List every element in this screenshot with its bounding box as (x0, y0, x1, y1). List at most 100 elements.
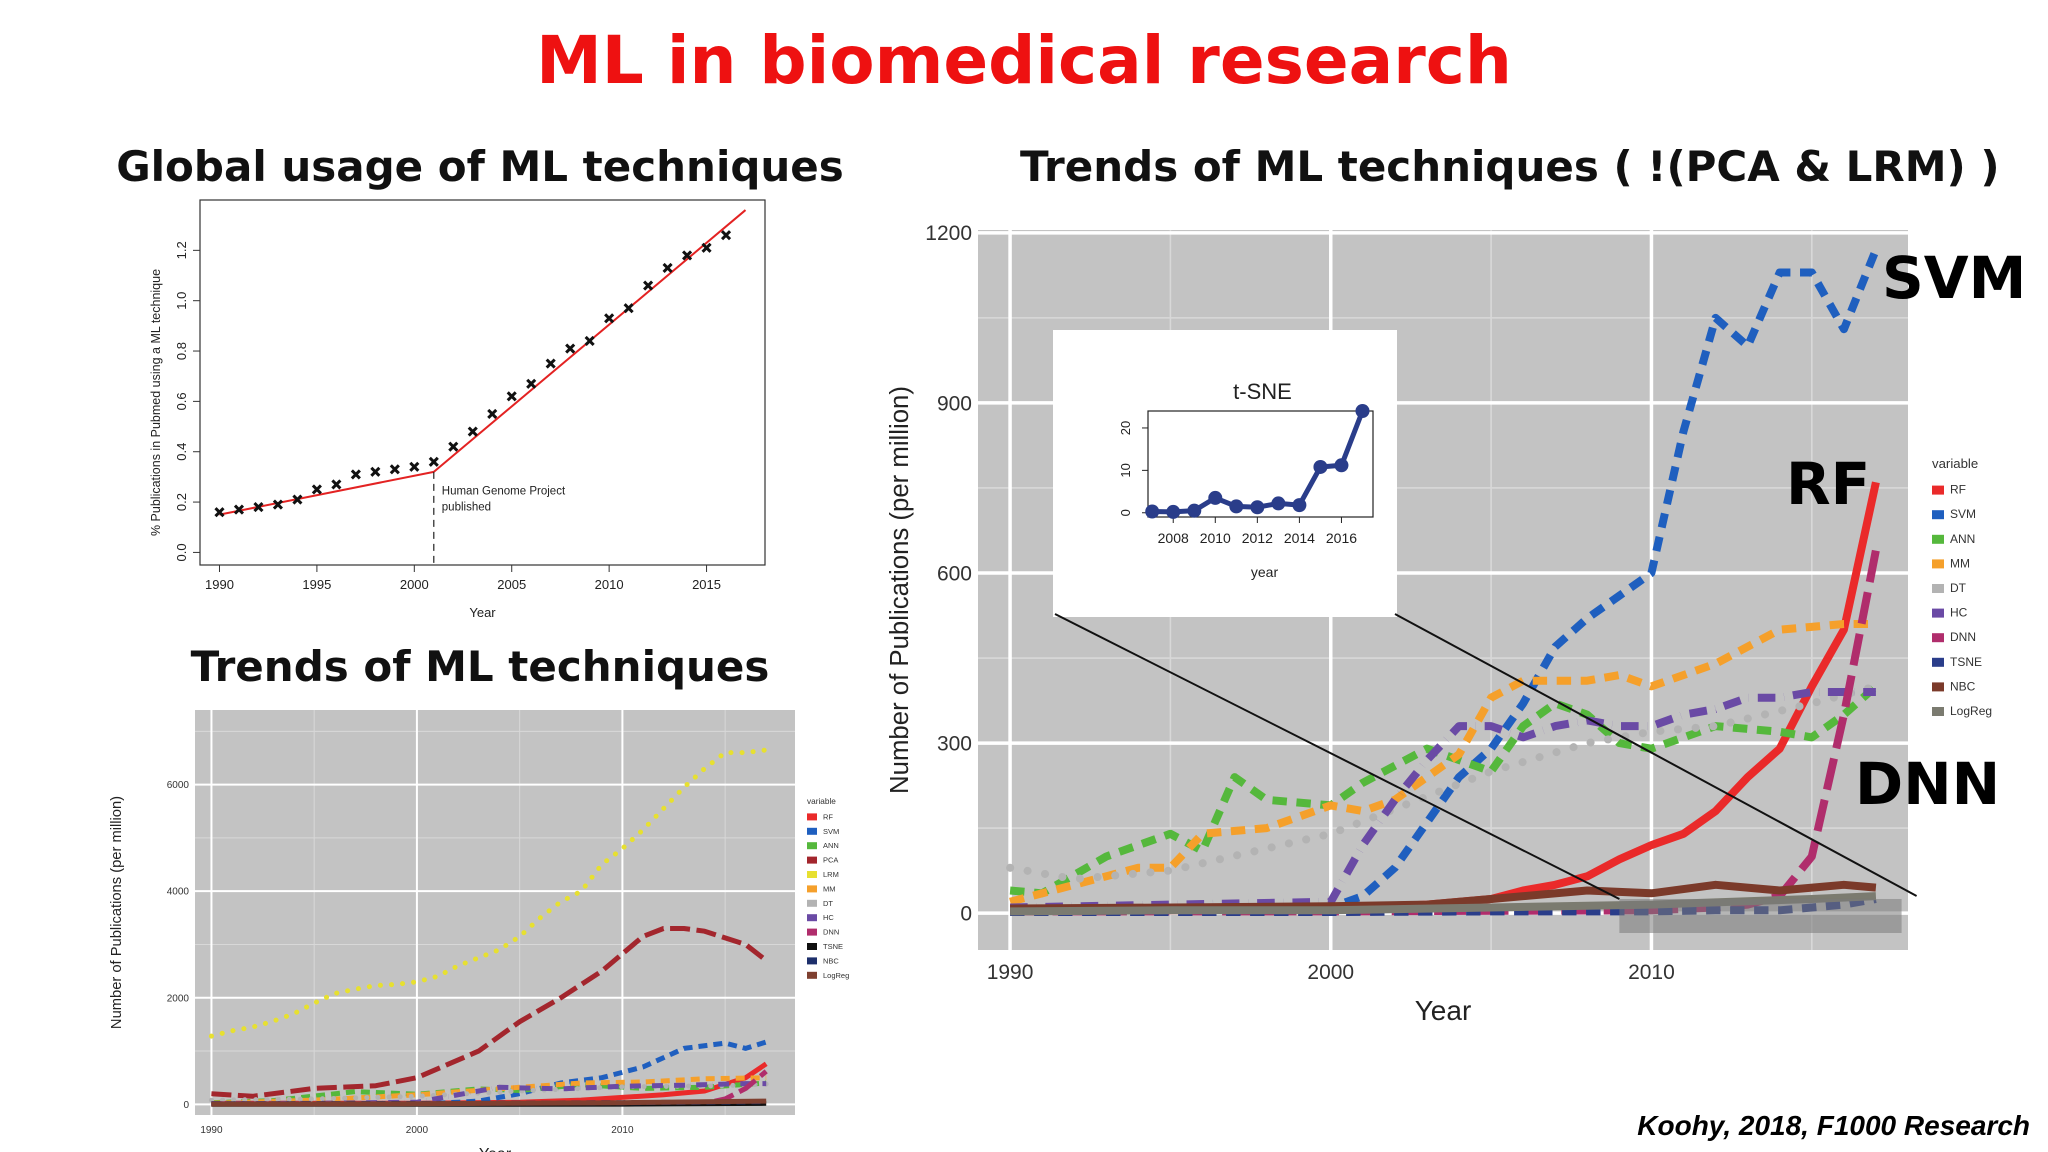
data-point (253, 502, 264, 513)
series-line-dt (1006, 682, 1880, 884)
y-axis-label: Number of Publications (per million) (886, 386, 914, 794)
x-tick-label: 2000 (400, 577, 429, 592)
y-tick-label: 2000 (167, 993, 190, 1004)
series-line-ann (1009, 683, 1879, 898)
data-point (604, 313, 615, 324)
trends-all-chart: 1990 2000 2010 0 2000 4000 6000 Year Number of P… (109, 710, 849, 1152)
inset-x-tick-label: 2010 (1200, 530, 1231, 546)
legend-label: ANN (1950, 532, 1975, 546)
legend-label: SVM (823, 827, 839, 836)
inset-data-point (1334, 458, 1349, 473)
y-tick-label: 0 (960, 902, 972, 925)
legend-key-tsne (807, 943, 817, 950)
data-point (720, 230, 732, 241)
series-line-logreg (211, 1098, 767, 1107)
series-line-mm (1009, 620, 1876, 906)
inset-data-point (1355, 404, 1370, 418)
legend-label: LogReg (1950, 704, 1992, 718)
legend-label: HC (1950, 606, 1968, 620)
legend-label: TSNE (823, 942, 843, 951)
x-tick-label: 2000 (406, 1125, 429, 1136)
inset-data-point (1145, 504, 1160, 519)
data-point (487, 408, 498, 420)
legend-label: RF (823, 812, 833, 821)
legend-label: NBC (823, 956, 839, 965)
legend-key-lrm (807, 871, 817, 878)
inset-title: t-SNE (1233, 379, 1292, 404)
x-tick-label: 2015 (692, 577, 721, 592)
legend-key-nbc (1932, 682, 1944, 692)
y-axis-label: % Publications in Pubmed using a ML tech… (149, 269, 163, 536)
inset-y-tick-label: 10 (1118, 463, 1133, 477)
data-point (292, 494, 303, 505)
legend-key-ann (807, 842, 817, 850)
legend-key-mm (1932, 559, 1944, 569)
x-tick-label: 1990 (200, 1125, 223, 1136)
legend-label: DT (1950, 581, 1967, 595)
inset-x-tick-label: 2014 (1284, 530, 1315, 546)
legend-label: LRM (823, 870, 839, 879)
legend-key-logreg (807, 971, 817, 979)
x-tick-label: 2010 (595, 577, 624, 592)
x-axis-label: Year (479, 1146, 512, 1152)
y-tick-label: 0.2 (174, 493, 189, 511)
y-tick-label: 1.2 (174, 241, 189, 259)
legend-key-logreg (1932, 707, 1944, 716)
legend-key-dt (1932, 584, 1944, 593)
inset-data-point (1292, 498, 1307, 513)
data-point (389, 464, 400, 475)
legend-label: NBC (1950, 679, 1976, 693)
inset-x-tick-label: 2012 (1242, 530, 1273, 546)
legend-label: DNN (823, 928, 839, 937)
y-tick-label: 6000 (167, 780, 190, 791)
citation: Koohy, 2018, F1000 Research (1637, 1110, 2030, 1141)
dnn-callout: DNN (1855, 750, 2001, 818)
global-usage-title: Global usage of ML techniques (116, 142, 844, 191)
inset-data-point (1313, 459, 1328, 474)
series-line-mm (211, 1075, 767, 1106)
legend-title: variable (807, 797, 836, 806)
y-tick-label: 1.0 (174, 292, 189, 310)
slide-title: ML in biomedical research (536, 22, 1512, 99)
data-point (545, 358, 556, 369)
legend-label: DT (823, 899, 833, 908)
legend-key-svm (1932, 510, 1944, 520)
data-point (701, 242, 712, 253)
legend-key-ann (1932, 534, 1944, 544)
y-tick-label: 300 (937, 732, 972, 755)
x-tick-label: 1995 (302, 577, 331, 592)
legend-key-pca (807, 856, 817, 864)
legend-key-mm (807, 885, 817, 893)
data-point (409, 461, 420, 472)
annotation-text: published (442, 502, 491, 514)
inset-connector (1054, 613, 1620, 900)
x-axis-label: Year (469, 605, 496, 620)
data-point (467, 426, 478, 437)
data-point (311, 484, 322, 495)
series-line-dt (208, 1081, 769, 1103)
x-tick-label: 1990 (205, 577, 234, 592)
y-tick-label: 0.6 (174, 392, 189, 410)
inset-data-point (1166, 504, 1181, 519)
legend-label: RF (1950, 483, 1966, 497)
inset-data-point (1208, 490, 1223, 505)
legend-key-rf (1932, 485, 1944, 495)
x-tick-label: 2000 (1307, 961, 1354, 984)
data-point (350, 469, 361, 480)
y-tick-label: 4000 (167, 887, 190, 898)
data-point (662, 262, 673, 274)
legend-label: TSNE (1950, 655, 1982, 669)
legend-title: variable (1932, 456, 1978, 471)
y-tick-label: 1200 (925, 222, 972, 245)
series-line-hc (1010, 688, 1876, 912)
series-line-svm (1010, 248, 1880, 916)
legend-label: MM (1950, 556, 1970, 570)
legend-key-rf (807, 813, 817, 821)
x-tick-label: 2010 (611, 1125, 634, 1136)
rf-callout: RF (1786, 450, 1871, 518)
inset-x-tick-label: 2008 (1158, 530, 1189, 546)
legend-label: DNN (1950, 630, 1976, 644)
y-axis-label: Number of Publications (per million) (109, 796, 125, 1029)
legend-label: LogReg (823, 971, 849, 980)
